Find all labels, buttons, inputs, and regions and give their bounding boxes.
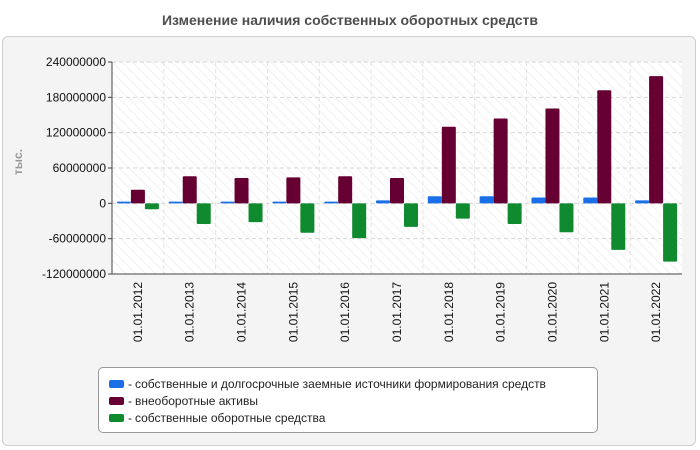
legend-prefix: -: [128, 393, 132, 408]
legend-swatch: [109, 379, 124, 388]
bar: [390, 178, 404, 204]
x-tick-label: 01.01.2022: [649, 282, 663, 342]
legend-label: собственные оборотные средства: [135, 410, 326, 425]
bar: [286, 177, 301, 204]
x-tick-label: 01.01.2015: [286, 282, 300, 342]
bar: [352, 203, 367, 239]
axes: [108, 61, 682, 275]
bar: [168, 201, 183, 204]
bar: [130, 189, 145, 204]
bar: [196, 203, 211, 224]
bar: [376, 200, 390, 204]
x-tick-label: 01.01.2013: [183, 282, 197, 342]
bars: [116, 76, 678, 262]
legend-prefix: -: [128, 376, 132, 391]
y-tick-label: -60000000: [49, 232, 107, 246]
bar: [324, 201, 339, 204]
bar: [338, 176, 353, 204]
chart-legend: - собственные и долгосрочные заемные ист…: [98, 367, 598, 433]
bar: [649, 76, 664, 204]
bar: [583, 197, 598, 204]
y-axis-label: тыс.: [11, 149, 25, 175]
bar: [427, 196, 442, 204]
bar: [479, 196, 494, 204]
x-tick-label: 01.01.2012: [131, 282, 145, 342]
bar: [182, 176, 197, 204]
bar: [404, 203, 418, 227]
bar: [545, 108, 560, 204]
bar: [559, 203, 574, 233]
bar: [597, 90, 612, 204]
bar: [441, 126, 456, 204]
legend-item: - внеоборотные активы: [109, 392, 597, 409]
bar: [493, 118, 508, 204]
legend-label: собственные и долгосрочные заемные источ…: [135, 376, 546, 391]
bar: [663, 203, 678, 262]
x-tick-label: 01.01.2020: [545, 282, 559, 342]
bar: [144, 203, 159, 210]
bar: [234, 178, 249, 204]
bar: [635, 200, 650, 204]
bar: [531, 197, 546, 204]
bar: [272, 201, 287, 204]
bar: [611, 203, 626, 250]
bar: [455, 203, 470, 219]
bar: [220, 201, 235, 204]
legend-item: - собственные оборотные средства: [109, 409, 597, 426]
legend-swatch: [109, 396, 124, 405]
legend-swatch: [109, 413, 124, 422]
y-tick-label: 240000000: [46, 55, 106, 69]
y-tick-label: -120000000: [42, 267, 106, 281]
bar: [507, 203, 522, 224]
x-tick-label: 01.01.2019: [494, 282, 508, 342]
chart-title: Изменение наличия собственных оборотных …: [161, 12, 539, 28]
y-tick-label: 180000000: [46, 90, 106, 104]
bar: [248, 203, 263, 223]
legend-item: - собственные и долгосрочные заемные ист…: [109, 375, 597, 392]
x-tick-label: 01.01.2014: [235, 282, 249, 342]
x-tick-label: 01.01.2016: [338, 282, 352, 342]
x-tick-label: 01.01.2018: [442, 282, 456, 342]
y-tick-label: 0: [99, 196, 106, 210]
x-tick-label: 01.01.2017: [390, 282, 404, 342]
legend-prefix: -: [128, 410, 132, 425]
y-tick-label: 120000000: [46, 126, 106, 140]
y-tick-labels: 240000000 180000000 120000000 60000000 0 -600…: [42, 55, 106, 281]
y-tick-label: 60000000: [53, 161, 107, 175]
x-tick-label: 01.01.2021: [597, 282, 611, 342]
bar: [300, 203, 315, 233]
legend-label: внеоборотные активы: [135, 393, 258, 408]
x-tick-labels: 01.01.2012 01.01.2013 01.01.2014 01.01.2015…: [131, 282, 663, 342]
bar: [116, 201, 131, 204]
